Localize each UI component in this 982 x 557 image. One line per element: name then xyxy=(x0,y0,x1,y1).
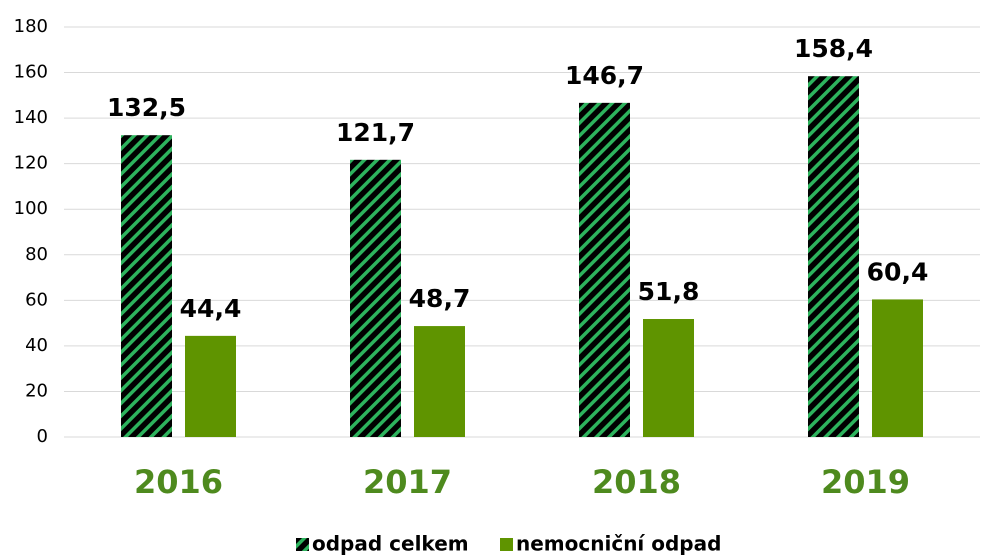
value-label: 44,4 xyxy=(180,294,242,323)
y-tick-label: 160 xyxy=(14,62,48,83)
bar xyxy=(414,326,465,437)
value-label: 132,5 xyxy=(107,93,186,122)
value-label: 121,7 xyxy=(336,118,415,147)
x-tick-label: 2019 xyxy=(821,463,910,501)
value-label: 146,7 xyxy=(565,61,644,90)
bar xyxy=(350,159,401,438)
bar xyxy=(185,335,236,437)
value-label: 48,7 xyxy=(409,284,471,313)
x-tick-label: 2017 xyxy=(363,463,452,501)
value-label: 60,4 xyxy=(867,257,929,286)
x-tick-label: 2018 xyxy=(592,463,681,501)
y-tick-label: 120 xyxy=(14,153,48,174)
bar xyxy=(579,102,630,437)
y-tick-label: 20 xyxy=(25,380,48,401)
y-tick-label: 180 xyxy=(14,16,48,37)
y-tick-label: 60 xyxy=(25,289,48,310)
value-label: 158,4 xyxy=(794,34,873,63)
bar xyxy=(643,319,694,437)
y-tick-label: 100 xyxy=(14,198,48,219)
legend-label: odpad celkem xyxy=(312,532,469,556)
y-tick-label: 140 xyxy=(14,107,48,128)
legend-swatch xyxy=(500,538,513,551)
y-tick-label: 0 xyxy=(37,426,48,447)
bar xyxy=(808,76,859,437)
legend-swatch xyxy=(296,538,309,551)
bar xyxy=(121,135,172,437)
bar xyxy=(872,299,923,437)
x-tick-label: 2016 xyxy=(134,463,223,501)
y-tick-label: 80 xyxy=(25,244,48,265)
legend-label: nemocniční odpad xyxy=(516,532,721,556)
y-tick-label: 40 xyxy=(25,335,48,356)
value-label: 51,8 xyxy=(638,277,700,306)
